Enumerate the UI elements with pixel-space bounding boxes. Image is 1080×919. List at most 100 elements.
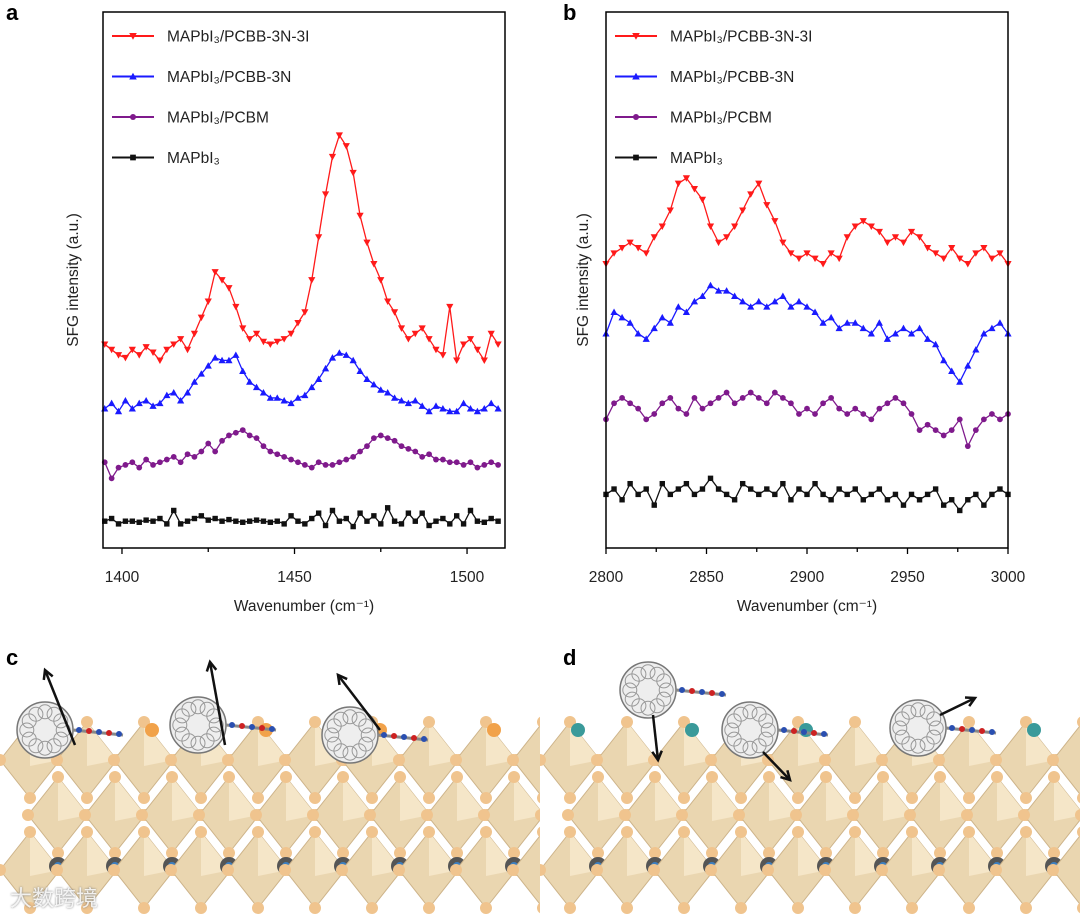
- x-axis-label: Wavenumber (cm⁻¹): [234, 598, 374, 615]
- legend-item: MAPbI₃/PCBB-3N: [112, 69, 291, 86]
- iodide-sphere: [820, 847, 832, 859]
- marker-triangle-down: [980, 244, 988, 252]
- marker-circle: [747, 389, 754, 396]
- marker-circle: [940, 432, 947, 439]
- iodide-sphere: [591, 754, 603, 766]
- marker-triangle-down: [632, 32, 640, 40]
- series-0: [602, 175, 1012, 268]
- marker-triangle-up: [328, 354, 337, 361]
- marker-square: [683, 480, 690, 487]
- marker-circle: [860, 411, 867, 417]
- marker-circle: [868, 416, 875, 423]
- iodide-sphere: [1048, 847, 1060, 859]
- marker-square: [322, 522, 329, 529]
- marker-square: [177, 521, 184, 527]
- marker-triangle-down: [315, 234, 323, 241]
- marker-triangle-up: [129, 72, 137, 80]
- iodide-sphere: [906, 826, 918, 838]
- octahedron-face: [655, 777, 685, 821]
- iodide-sphere: [706, 771, 718, 783]
- marker-triangle-down: [674, 180, 682, 188]
- marker-circle: [495, 462, 501, 468]
- marker-triangle-down: [183, 346, 192, 354]
- fullerene-ring: [28, 706, 44, 722]
- marker-circle: [336, 459, 343, 466]
- fullerene-ring: [656, 673, 672, 689]
- side-chain-atom: [699, 689, 705, 695]
- side-chain-atom: [709, 690, 715, 696]
- marker-square: [651, 502, 657, 508]
- fullerene-ring: [758, 713, 774, 729]
- marker-circle: [632, 113, 640, 121]
- octahedron-face: [115, 777, 145, 821]
- side-chain-atom: [811, 730, 817, 736]
- marker-triangle-down: [899, 239, 908, 247]
- arrow-shaft: [208, 661, 227, 746]
- panel-label-c: c: [6, 645, 19, 670]
- marker-square: [233, 518, 239, 524]
- marker-triangle-up: [690, 297, 699, 305]
- marker-circle: [812, 411, 818, 417]
- fullerene-ring: [622, 682, 638, 698]
- fullerene-molecule: [321, 706, 429, 764]
- marker-triangle-down: [883, 239, 891, 247]
- marker-triangle-up: [706, 281, 715, 289]
- legend-label: MAPbI₃/PCBB-3N: [670, 69, 794, 86]
- fullerene-molecule: [721, 701, 829, 759]
- marker-square: [611, 486, 617, 492]
- marker-square: [129, 518, 136, 524]
- marker-circle: [232, 429, 239, 436]
- marker-square: [876, 486, 883, 492]
- marker-triangle-down: [390, 309, 399, 316]
- iodide-sphere: [309, 792, 321, 804]
- iodide-sphere: [52, 771, 64, 783]
- iodide-sphere: [24, 826, 36, 838]
- surface-atom: [487, 723, 501, 737]
- marker-triangle-up: [835, 324, 843, 332]
- marker-square: [924, 491, 931, 498]
- legend-item: MAPbI₃: [112, 150, 220, 167]
- iodide-sphere: [252, 902, 264, 914]
- iodide-sphere: [451, 847, 463, 859]
- fullerene-ring: [208, 717, 224, 733]
- marker-triangle-down: [956, 255, 964, 263]
- iodide-sphere: [250, 809, 262, 821]
- marker-triangle-up: [411, 397, 419, 404]
- marker-square: [884, 497, 891, 503]
- iodide-sphere: [81, 716, 93, 728]
- marker-triangle-down: [418, 325, 426, 332]
- orientation-arrow: [651, 714, 663, 763]
- side-chain-atom: [249, 724, 255, 730]
- iodide-sphere: [508, 771, 520, 783]
- marker-triangle-down: [811, 255, 819, 263]
- side-chain-atom: [719, 691, 725, 697]
- x-tick-label: 2900: [790, 569, 825, 586]
- iodide-sphere: [364, 809, 376, 821]
- iodide-sphere: [22, 809, 34, 821]
- marker-triangle-up: [859, 324, 867, 332]
- marker-triangle-down: [988, 255, 996, 263]
- marker-triangle-up: [698, 292, 707, 299]
- fullerene-ring: [760, 722, 776, 738]
- series-0: [101, 132, 502, 364]
- fullerene-ring: [351, 743, 367, 759]
- marker-triangle-down: [328, 153, 337, 161]
- octahedron-face: [826, 777, 856, 821]
- marker-triangle-down: [795, 255, 803, 263]
- iodide-sphere: [934, 847, 946, 859]
- marker-square: [412, 518, 418, 524]
- marker-triangle-up: [432, 402, 440, 409]
- series-line: [605, 284, 1009, 384]
- octahedron-face: [598, 777, 628, 821]
- fullerene-cage: [721, 701, 779, 759]
- legend-item: MAPbI₃/PCBM: [112, 110, 269, 127]
- marker-circle: [129, 459, 136, 466]
- marker-circle: [763, 400, 770, 407]
- marker-triangle-down: [135, 352, 143, 359]
- marker-triangle-down: [731, 223, 739, 230]
- side-chain-atom: [411, 735, 417, 741]
- marker-square: [295, 518, 301, 524]
- arrow-head: [780, 770, 792, 782]
- octahedron-face: [514, 777, 540, 821]
- marker-circle: [691, 395, 698, 401]
